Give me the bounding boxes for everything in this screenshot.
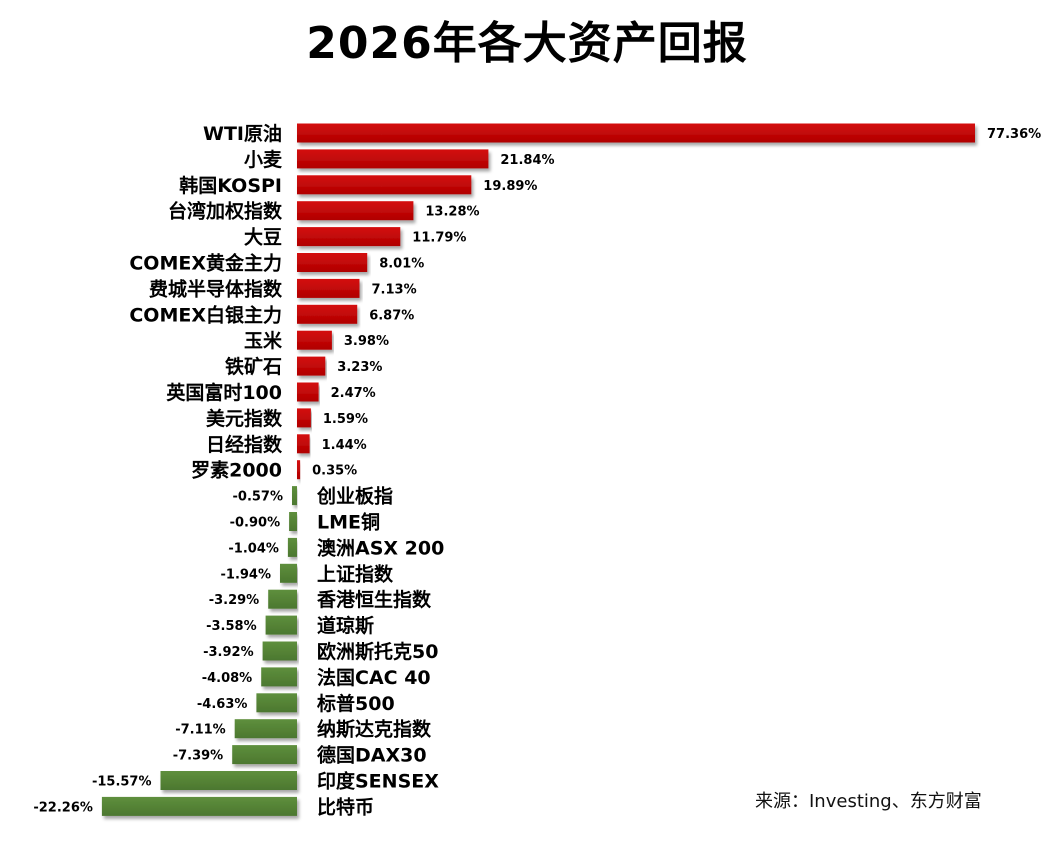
value-label-2: 19.89%	[483, 179, 537, 194]
value-label-12: 1.44%	[322, 438, 367, 453]
category-label-6: 费城半导体指数	[149, 277, 283, 300]
bar-15	[289, 512, 297, 531]
category-label-20: 欧洲斯托克50	[317, 640, 438, 663]
bar-7	[297, 304, 358, 324]
bar-9	[297, 356, 326, 376]
bar-4	[297, 227, 401, 247]
bar-22	[256, 693, 297, 713]
category-label-17: 上证指数	[317, 562, 394, 585]
category-label-2: 韩国KOSPI	[179, 174, 282, 197]
category-label-21: 法国CAC 40	[317, 666, 431, 689]
value-label-21: -4.08%	[202, 671, 253, 686]
category-label-14: 创业板指	[316, 485, 393, 508]
category-label-18: 香港恒生指数	[316, 588, 432, 611]
value-label-19: -3.58%	[206, 619, 257, 634]
value-label-6: 7.13%	[372, 282, 417, 297]
value-label-3: 13.28%	[425, 205, 479, 220]
value-label-0: 77.36%	[987, 127, 1041, 142]
value-label-5: 8.01%	[379, 257, 424, 272]
category-label-23: 纳斯达克指数	[317, 718, 432, 741]
bar-25	[160, 771, 297, 790]
category-label-3: 台湾加权指数	[168, 200, 283, 223]
value-label-1: 21.84%	[500, 153, 554, 168]
bar-11	[297, 408, 311, 428]
value-label-13: 0.35%	[312, 464, 357, 479]
bar-20	[262, 641, 297, 661]
value-label-20: -3.92%	[203, 645, 254, 660]
value-label-18: -3.29%	[209, 593, 260, 608]
bar-3	[297, 201, 414, 221]
bar-23	[234, 719, 297, 739]
category-label-26: 比特币	[317, 796, 374, 818]
value-label-24: -7.39%	[173, 749, 224, 764]
bar-16	[287, 537, 297, 557]
value-label-10: 2.47%	[331, 386, 376, 401]
category-label-16: 澳洲ASX 200	[317, 536, 444, 559]
category-label-25: 印度SENSEX	[317, 770, 439, 793]
category-label-0: WTI原油	[203, 123, 282, 145]
bar-5	[297, 253, 368, 272]
value-label-7: 6.87%	[369, 308, 414, 323]
category-label-7: COMEX白银主力	[129, 303, 282, 326]
value-label-4: 11.79%	[412, 231, 466, 246]
value-label-14: -0.57%	[233, 490, 284, 505]
category-label-5: COMEX黄金主力	[129, 252, 282, 275]
category-label-15: LME铜	[317, 511, 380, 534]
category-label-9: 铁矿石	[225, 355, 282, 378]
value-label-15: -0.90%	[230, 516, 281, 531]
bar-8	[297, 330, 332, 350]
bar-14	[292, 486, 297, 506]
value-label-25: -15.57%	[92, 775, 152, 790]
bar-10	[297, 382, 319, 402]
bar-1	[297, 149, 489, 169]
category-label-8: 玉米	[244, 329, 283, 352]
bar-0	[297, 123, 975, 143]
category-label-12: 日经指数	[206, 433, 283, 456]
source-note: 来源：Investing、东方财富	[755, 791, 982, 812]
bar-18	[268, 589, 297, 609]
category-label-4: 大豆	[244, 226, 282, 249]
bar-12	[297, 434, 310, 454]
category-label-11: 美元指数	[206, 407, 283, 430]
bar-13	[297, 460, 301, 480]
category-label-1: 小麦	[244, 148, 283, 171]
bar-6	[297, 278, 360, 298]
value-label-23: -7.11%	[175, 723, 226, 738]
value-label-22: -4.63%	[197, 697, 248, 712]
category-label-10: 英国富时100	[166, 381, 282, 404]
bar-26	[101, 796, 298, 816]
value-label-11: 1.59%	[323, 412, 368, 427]
value-label-9: 3.23%	[337, 360, 382, 375]
category-label-19: 道琼斯	[317, 614, 374, 637]
category-label-13: 罗素2000	[191, 459, 282, 482]
bar-17	[280, 563, 297, 583]
bar-21	[261, 667, 297, 687]
bar-19	[265, 615, 297, 635]
bar-2	[297, 175, 472, 195]
chart-title: 2026年各大资产回报	[306, 18, 748, 69]
value-label-16: -1.04%	[228, 541, 279, 556]
value-label-8: 3.98%	[344, 334, 389, 349]
value-label-17: -1.94%	[221, 567, 272, 582]
category-label-22: 标普500	[317, 692, 395, 715]
bar-24	[232, 745, 297, 765]
value-label-26: -22.26%	[33, 800, 93, 815]
category-label-24: 德国DAX30	[317, 744, 427, 767]
